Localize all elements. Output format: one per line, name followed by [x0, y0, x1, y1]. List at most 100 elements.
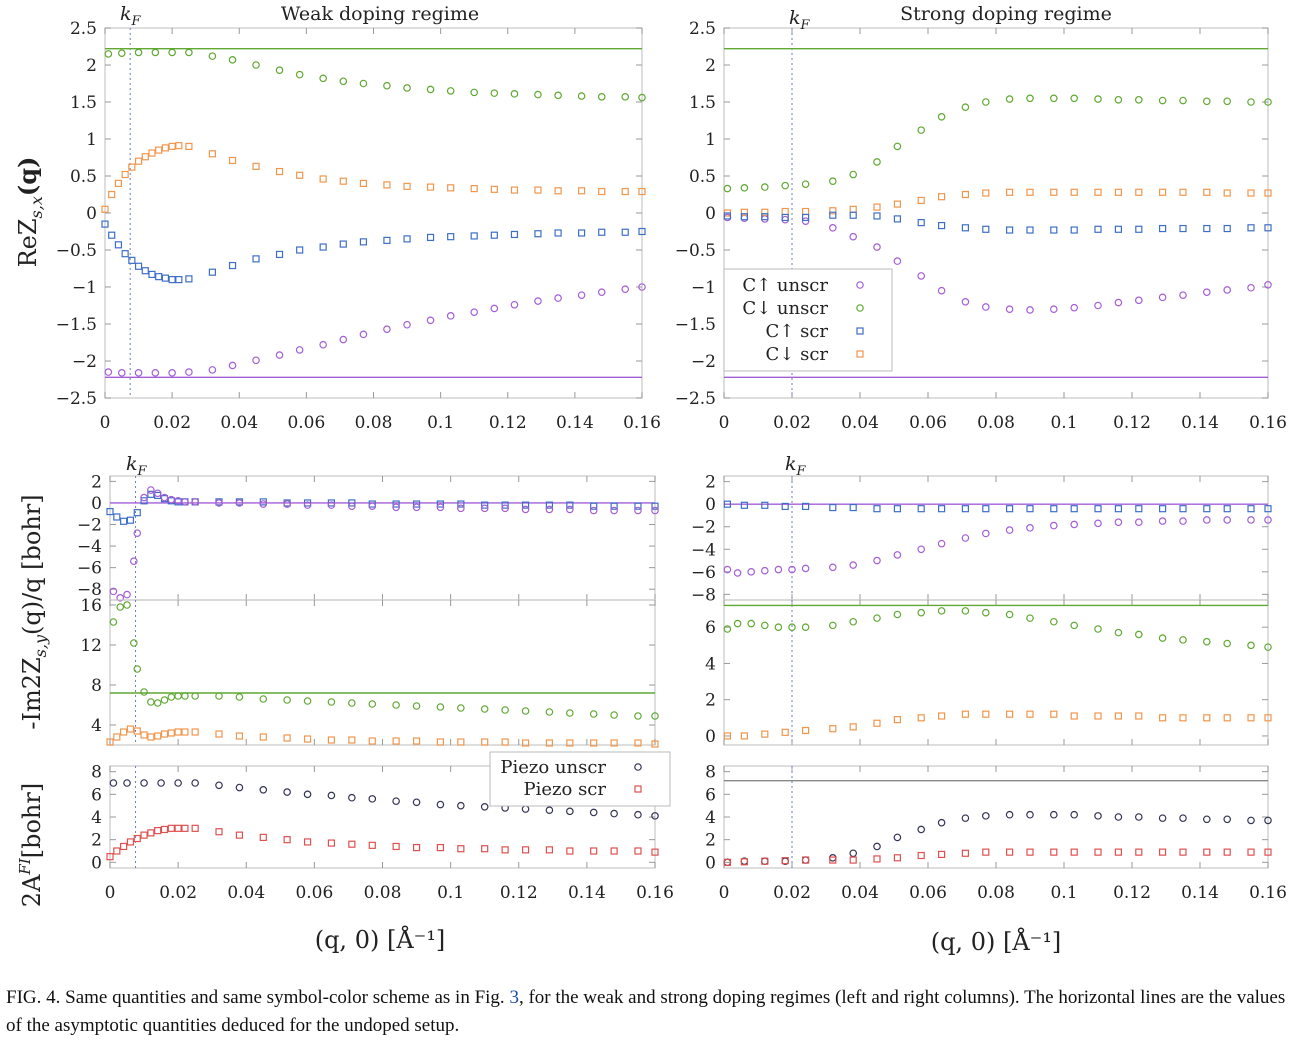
- data-point: [534, 90, 542, 99]
- data-point: [426, 183, 435, 191]
- data-point: [893, 505, 902, 513]
- data-point: [598, 187, 606, 196]
- data-point: [638, 227, 646, 236]
- data-point: [457, 704, 465, 712]
- data-point: [1135, 813, 1143, 821]
- data-point: [1223, 224, 1231, 233]
- series-strong-top-0: [723, 94, 1272, 193]
- data-point: [610, 847, 618, 855]
- data-point: [1135, 225, 1143, 233]
- plot-frame-weak-top: [104, 27, 643, 399]
- data-point: [761, 857, 769, 865]
- data-point: [801, 207, 810, 216]
- data-point: [1114, 225, 1123, 233]
- data-point: [545, 739, 554, 747]
- data-point: [554, 294, 562, 302]
- data-point: [140, 831, 148, 839]
- data-point: [151, 48, 160, 57]
- data-point: [1223, 97, 1232, 106]
- data-point: [151, 369, 160, 377]
- data-point: [327, 839, 336, 847]
- data-point: [436, 500, 445, 508]
- data-point: [917, 505, 925, 513]
- data-point: [781, 215, 790, 224]
- xtick-label: 0.12: [489, 413, 527, 433]
- legend-label: C↓ scr: [766, 344, 829, 365]
- data-point: [480, 504, 489, 513]
- data-point: [141, 267, 149, 275]
- chart-strong-mid-dn: 0 2 4 6: [705, 599, 1272, 747]
- data-point: [134, 262, 143, 270]
- data-point: [447, 233, 455, 241]
- data-point: [873, 614, 881, 622]
- series-weak-top-3: [101, 220, 646, 284]
- xtick-label: 0.16: [1249, 883, 1287, 903]
- data-point: [109, 618, 118, 626]
- data-point: [788, 565, 796, 574]
- data-point: [1223, 505, 1231, 513]
- ytick-label: −2: [691, 518, 716, 538]
- data-point: [566, 739, 574, 747]
- data-point: [1050, 810, 1058, 819]
- data-point: [521, 707, 530, 715]
- data-point: [1026, 94, 1034, 103]
- data-point: [403, 182, 411, 190]
- data-point: [1050, 226, 1058, 234]
- caption-ref[interactable]: 3: [509, 987, 519, 1008]
- data-point: [117, 369, 126, 377]
- data-point: [761, 208, 769, 216]
- ytick-label: 6: [705, 618, 716, 638]
- data-point: [1203, 815, 1211, 824]
- legend-marker: [856, 350, 864, 358]
- series-weak-mid-up-1: [109, 486, 659, 602]
- xtick-label: 0.16: [1249, 413, 1287, 433]
- data-point: [101, 220, 109, 228]
- data-point: [1050, 848, 1058, 856]
- data-point: [339, 77, 348, 86]
- data-point: [873, 719, 881, 727]
- data-point: [412, 843, 421, 852]
- data-point: [339, 177, 347, 185]
- data-point: [651, 812, 659, 820]
- data-point: [140, 688, 148, 696]
- data-point: [1179, 636, 1187, 644]
- data-point: [191, 498, 199, 506]
- data-point: [760, 215, 769, 223]
- data-point: [1203, 505, 1211, 513]
- data-point: [215, 781, 223, 790]
- data-point: [1247, 714, 1255, 722]
- data-point: [113, 733, 121, 741]
- ytick-label: 0.5: [70, 167, 97, 187]
- data-point: [148, 149, 156, 157]
- data-point: [147, 486, 155, 494]
- data-point: [283, 500, 291, 508]
- data-point: [319, 74, 327, 83]
- data-point: [133, 727, 141, 735]
- ytick-label: −0.5: [675, 241, 716, 261]
- data-point: [348, 840, 356, 848]
- data-point: [1247, 283, 1255, 292]
- data-point: [168, 369, 176, 377]
- data-point: [961, 505, 970, 513]
- data-point: [303, 790, 312, 799]
- kf-label-strong-mid: kF: [785, 453, 807, 479]
- data-point: [368, 502, 377, 510]
- data-point: [774, 623, 783, 631]
- data-point: [208, 150, 216, 158]
- xtick-label: 0.08: [355, 413, 393, 433]
- data-point: [937, 539, 946, 548]
- data-point: [801, 726, 810, 735]
- data-point: [1005, 188, 1014, 196]
- data-point: [1114, 298, 1123, 307]
- series-strong-bot-1: [723, 848, 1272, 866]
- data-point: [801, 217, 810, 225]
- data-point: [283, 836, 291, 844]
- data-point: [1158, 188, 1167, 196]
- ytick-label: −1: [691, 278, 716, 298]
- data-point: [598, 228, 606, 236]
- ytick-label: 1.5: [689, 93, 716, 113]
- xtick-label: 0.08: [977, 413, 1015, 433]
- data-point: [961, 297, 970, 306]
